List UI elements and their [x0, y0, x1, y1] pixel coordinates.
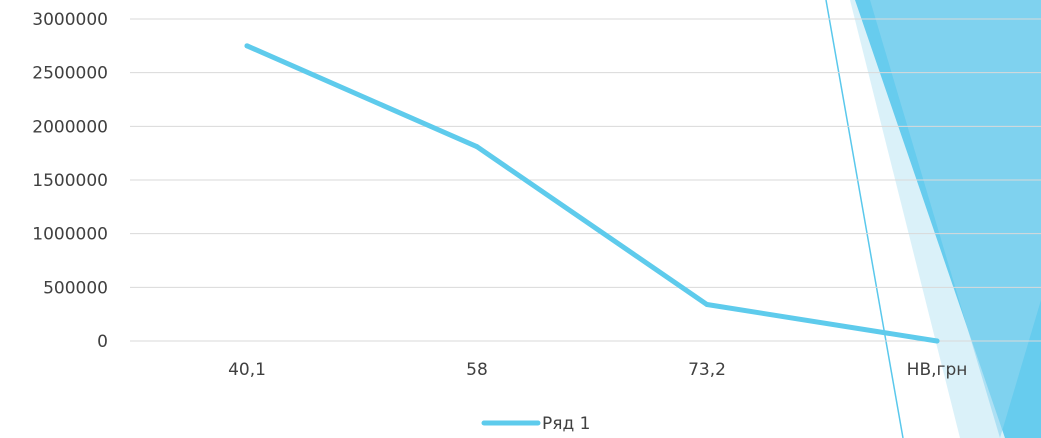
decorative-shapes — [825, 0, 1041, 438]
data-point-0-0 — [244, 43, 250, 49]
y-tick-label-1: 500000 — [43, 278, 108, 298]
y-tick-label-4: 2000000 — [32, 117, 108, 137]
gridlines — [130, 18, 1041, 342]
x-tick-label-0: 40,1 — [228, 360, 266, 380]
x-tick-label-3: НВ,грн — [907, 360, 968, 380]
y-tick-label-2: 1000000 — [32, 225, 108, 245]
legend-label: Ряд 1 — [542, 414, 590, 434]
legend: Ряд 1 — [481, 414, 590, 434]
decor-triangle-mid — [870, 0, 1041, 438]
x-tick-label-1: 58 — [466, 360, 488, 380]
data-point-0-2 — [704, 302, 710, 308]
y-tick-label-6: 3000000 — [32, 10, 108, 30]
x-axis-ticks: 40,1 58 73,2 НВ,грн — [228, 360, 967, 380]
y-tick-label-3: 1500000 — [32, 171, 108, 191]
y-axis-ticks: 0 500000 1000000 1500000 2000000 2500000 30000… — [32, 10, 108, 352]
x-tick-label-2: 73,2 — [688, 360, 726, 380]
data-point-0-3 — [934, 338, 940, 344]
series-layer — [244, 43, 940, 344]
data-point-0-1 — [474, 144, 480, 150]
y-tick-label-0: 0 — [97, 332, 108, 352]
series-line-0 — [244, 43, 940, 344]
y-tick-label-5: 2500000 — [32, 64, 108, 84]
